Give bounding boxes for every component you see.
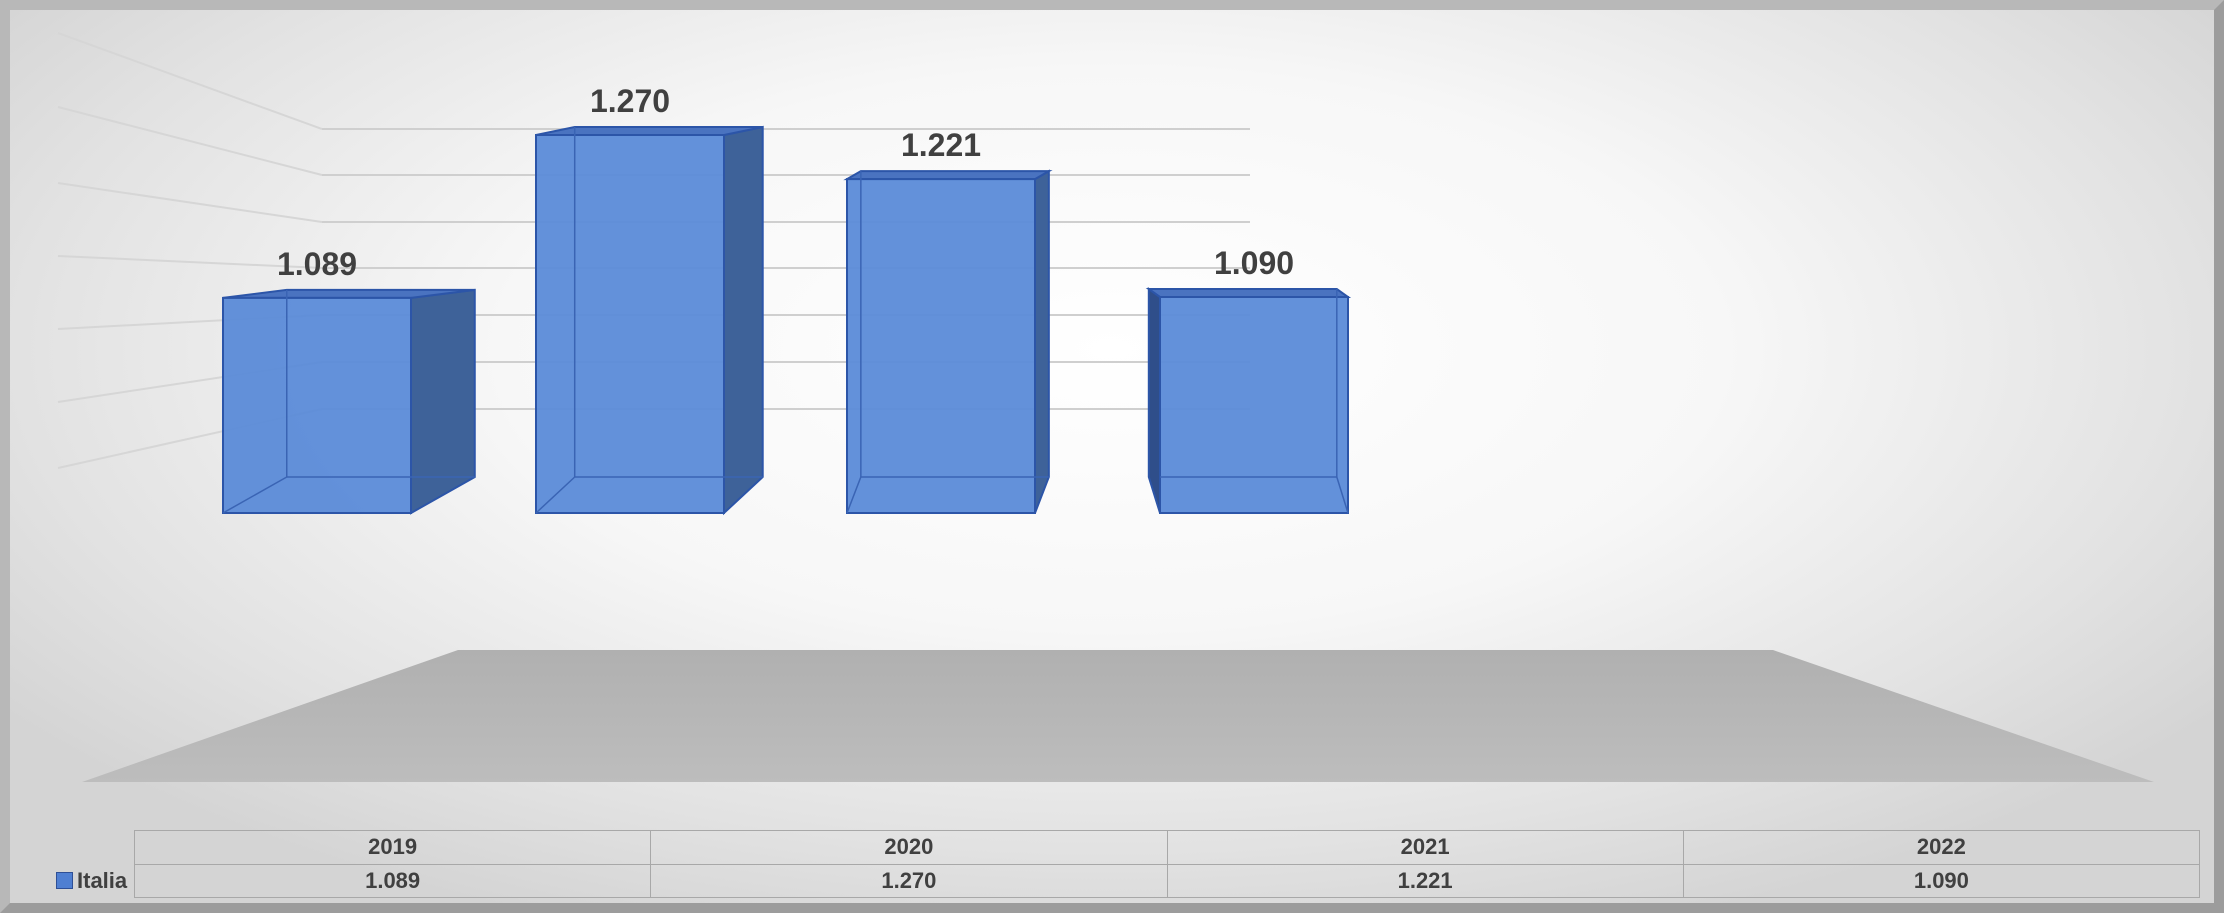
gridline-side (57, 255, 323, 269)
data-table-series-row: Italia 1.089 1.270 1.221 1.090 (50, 863, 2201, 898)
bar (222, 288, 476, 515)
bar (1145, 287, 1352, 514)
bar (535, 125, 764, 516)
gridline-side (57, 182, 323, 223)
bar-front (222, 296, 412, 514)
bar-inner-edge (846, 476, 862, 514)
bar (843, 169, 1053, 514)
data-label: 1.221 (901, 127, 981, 163)
data-label: 1.089 (277, 246, 357, 282)
data-table-header-cell: 2021 (1166, 830, 1684, 865)
legend-label: Italia (77, 867, 128, 893)
data-table-header-cell: 2020 (650, 830, 1168, 865)
data-table-value-cell: 1.089 (133, 863, 652, 898)
chart-floor (82, 650, 2154, 782)
bar-inner-edge (222, 476, 288, 514)
data-table-value-cell: 1.090 (1682, 863, 2201, 898)
bar-front (1159, 296, 1349, 514)
bar-side (723, 125, 764, 516)
data-labels: 1.089 1.270 1.221 1.090 (277, 83, 1294, 282)
data-label: 1.270 (590, 83, 670, 119)
bar-inner-edge (1336, 476, 1349, 514)
gridline-side (57, 106, 323, 176)
data-label: 1.090 (1214, 245, 1294, 281)
bar-front (846, 178, 1036, 514)
legend-entry: Italia (50, 864, 135, 898)
chart-plot: 1.089 1.270 1.221 1.090 (57, 32, 2154, 782)
bars (222, 125, 1352, 516)
data-table-corner (50, 831, 135, 865)
data-table-value-cell: 1.270 (650, 863, 1168, 898)
legend-swatch-icon (56, 871, 73, 889)
data-table-header-cell: 2019 (133, 830, 652, 865)
gridline-side (57, 32, 323, 130)
bar-top (843, 170, 1053, 181)
bar-front (535, 134, 725, 514)
data-table-value-cell: 1.221 (1166, 863, 1684, 898)
data-table: 2019 2020 2021 2022 Italia 1.089 1.270 1… (50, 830, 2201, 898)
bar-inner-edge (535, 476, 576, 514)
data-table-header-row: 2019 2020 2021 2022 (50, 830, 2201, 865)
bar-side (1034, 169, 1050, 514)
data-table-header-cell: 2022 (1682, 830, 2201, 865)
bar-side (410, 288, 476, 515)
bar-top (1145, 288, 1352, 298)
bar-top (535, 126, 763, 136)
bar-side (1147, 287, 1161, 514)
